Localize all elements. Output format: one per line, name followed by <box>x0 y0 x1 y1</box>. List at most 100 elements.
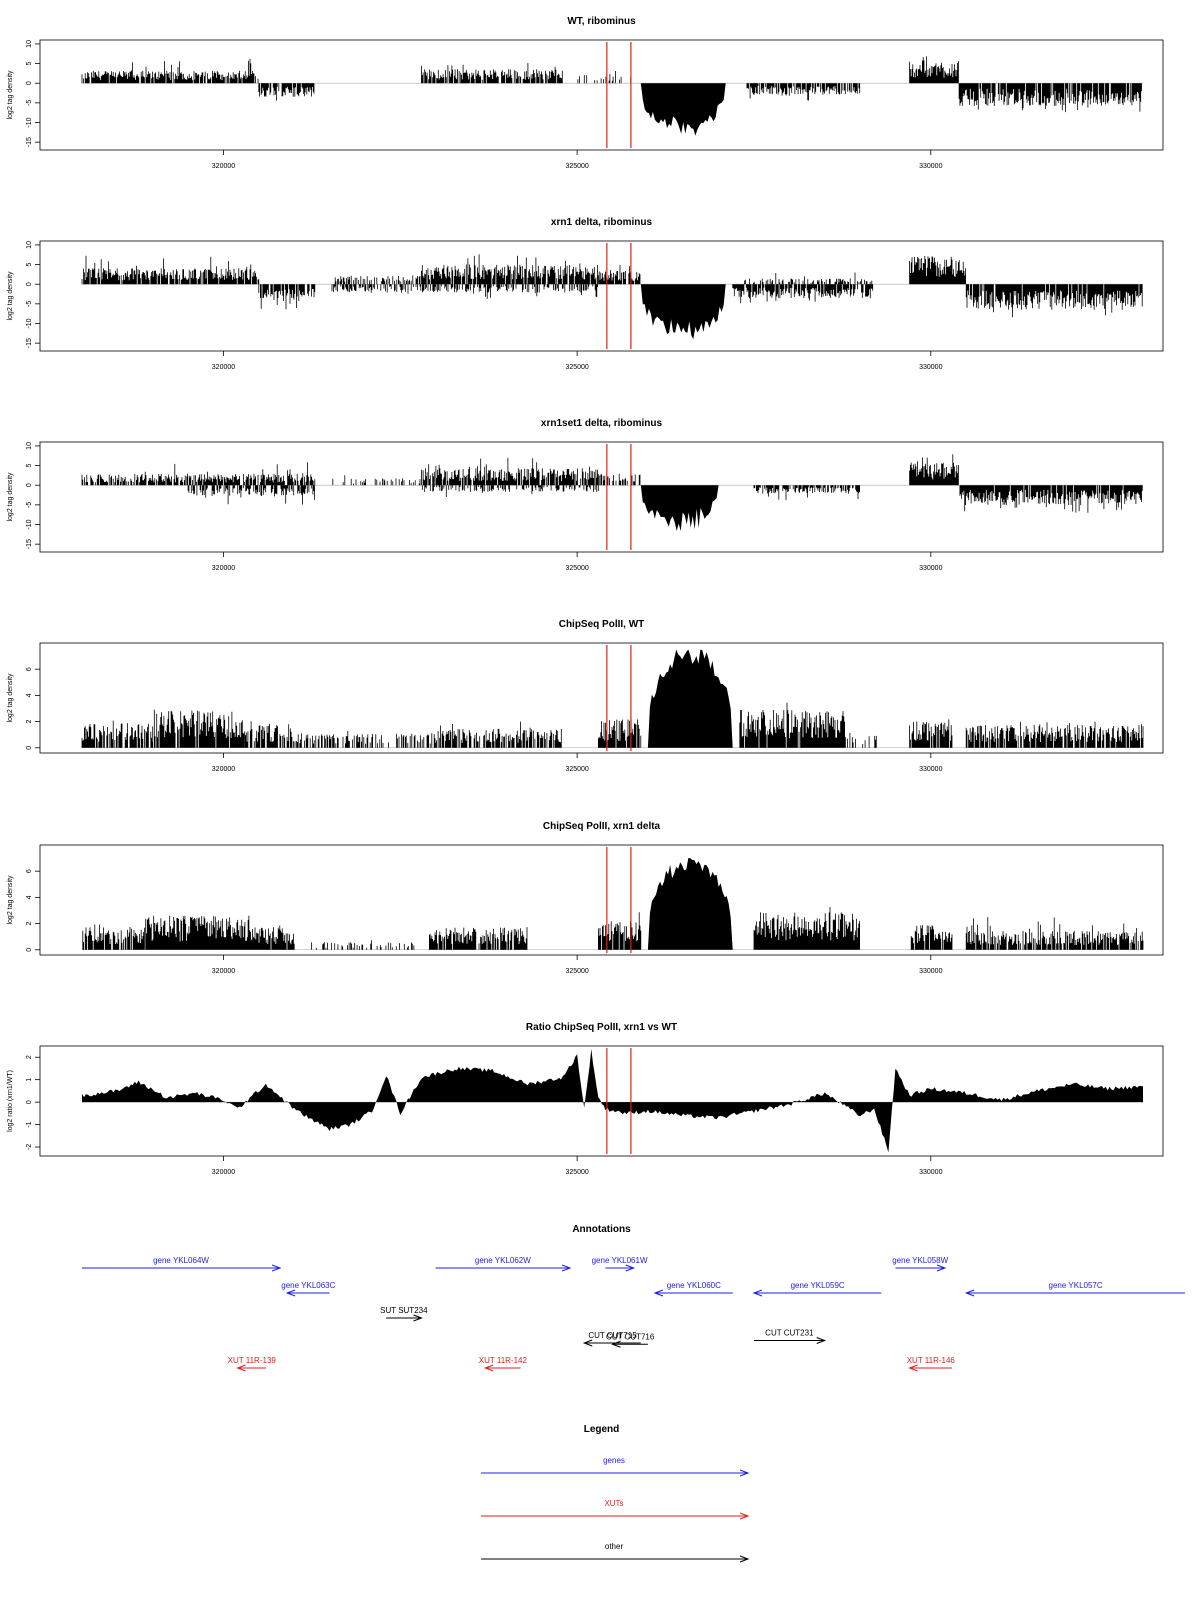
signal-bars <box>746 83 861 101</box>
segment-plus-325300 <box>598 473 641 486</box>
y-tick-label: 6 <box>26 869 33 873</box>
x-tick-label: 320000 <box>212 766 235 773</box>
segment-plus-330500 <box>965 721 1144 748</box>
arrow-head <box>816 1337 827 1344</box>
y-axis-label: log2 tag density <box>7 673 14 723</box>
x-tick-label: 325000 <box>565 766 588 773</box>
x-tick-label: 325000 <box>565 968 588 975</box>
signal-bars <box>258 284 316 310</box>
signal-bars <box>958 83 1142 113</box>
series-ratio <box>82 1048 1143 1153</box>
plot-frame <box>39 240 1164 352</box>
y-axis-label: log2 tag density <box>7 70 14 120</box>
feature-cut-cut716: CUT CUT716 <box>606 1332 655 1348</box>
y-tick-label: 0 <box>26 282 33 286</box>
segment-plus-318900 <box>145 915 252 950</box>
signal-bars <box>187 485 315 505</box>
x-tick-label: 330000 <box>919 968 942 975</box>
segment-plus-318000 <box>81 720 153 748</box>
arrow-head <box>582 1339 593 1347</box>
feature-label: CUT CUT715 <box>588 1331 637 1340</box>
arrow-head <box>236 1364 246 1372</box>
y-axis-label: log2 ratio (xrn1/WT) <box>7 1070 14 1132</box>
segment-minus-327500 <box>753 485 860 501</box>
signal-block <box>647 858 733 950</box>
y-tick-label: 0 <box>26 1100 33 1104</box>
signal-bars <box>421 254 599 285</box>
legend-label: genes <box>603 1456 625 1465</box>
signal-block <box>640 284 726 340</box>
series-wt-ribominus <box>81 56 1142 136</box>
x-axis: 320000 325000 330000 <box>212 351 943 371</box>
feature-cut-cut231: CUT CUT231 <box>753 1329 827 1344</box>
feature-label: gene YKL064W <box>153 1256 209 1265</box>
y-axis: 2 1 0 -1 -2 <box>26 1055 40 1150</box>
plot-frame <box>39 642 1164 754</box>
panel-title: ChipSeq PolII, xrn1 delta <box>543 821 661 832</box>
segment-plus-326000 <box>647 649 733 748</box>
segment-plus-329700 <box>909 256 966 285</box>
segment-plus-329700 <box>909 56 959 84</box>
arrow-head <box>285 1289 296 1297</box>
x-tick-label: 320000 <box>212 364 235 371</box>
segment-plus-322800 <box>421 63 563 84</box>
segment-plus-325300 <box>598 719 642 748</box>
feature-gene-ykl063c: gene YKL063C <box>281 1281 336 1297</box>
y-tick-label: 0 <box>26 483 33 487</box>
x-axis: 320000 325000 330000 <box>212 1156 943 1176</box>
segment-minus-330500 <box>965 284 1143 318</box>
signal-bars <box>244 721 294 748</box>
signal-bars <box>909 256 966 285</box>
feature-arrow <box>753 1337 827 1344</box>
segment-minus-325900 <box>640 284 726 340</box>
y-tick-label: -15 <box>26 338 33 348</box>
panel-title: WT, ribominus <box>567 16 636 27</box>
segment-plus-325300 <box>598 912 642 950</box>
signal-bars <box>334 275 421 285</box>
feature-arrow <box>752 1289 882 1297</box>
signal-bars <box>435 721 562 748</box>
y-tick-label: -2 <box>26 1144 33 1150</box>
x-tick-label: 330000 <box>919 565 942 572</box>
signal-bars <box>744 272 873 285</box>
legend-item-xuts: XUTs <box>481 1499 750 1520</box>
plot-frame <box>39 441 1164 553</box>
feature-gene-ykl059c: gene YKL059C <box>752 1281 882 1297</box>
x-axis: 320000 325000 330000 <box>212 552 943 572</box>
segment-minus-319500 <box>187 485 315 505</box>
segment-minus-330400 <box>958 83 1142 113</box>
feature-label: XUT 11R-139 <box>228 1356 277 1365</box>
signal-bars <box>331 284 598 299</box>
y-tick-label: -5 <box>26 502 33 508</box>
panel-title: ChipSeq PolII, WT <box>559 619 645 630</box>
y-tick-label: 5 <box>26 464 33 468</box>
arrow-head <box>271 1264 282 1272</box>
arrow-head <box>625 1264 636 1272</box>
y-axis-label: log2 tag density <box>7 875 14 925</box>
signal-bars <box>965 721 1144 748</box>
signal-bars <box>598 719 642 748</box>
segment-minus-320500 <box>258 284 316 310</box>
y-axis: 10 5 0 -5 -10 -15 <box>26 241 40 348</box>
segment-plus-327300 <box>744 272 873 285</box>
segment-minus-322800 <box>421 485 599 497</box>
segment-plus-318000 <box>82 924 145 950</box>
feature-arrow <box>483 1364 521 1372</box>
signal-bars <box>429 927 528 950</box>
y-tick-label: 10 <box>26 241 33 249</box>
signal-bars <box>81 58 259 84</box>
x-tick-label: 320000 <box>212 968 235 975</box>
feature-arrow <box>653 1289 733 1297</box>
feature-arrow <box>605 1264 636 1272</box>
segment-plus-325000 <box>577 71 632 84</box>
signal-bars <box>145 915 252 950</box>
signal-bars <box>910 925 953 950</box>
segment-minus-320500 <box>258 83 315 101</box>
feature-label: CUT CUT716 <box>606 1332 655 1341</box>
x-tick-label: 325000 <box>565 163 588 170</box>
panel-xrn1set1-ribominus: xrn1set1 delta, ribominus log2 tag densit… <box>7 418 1164 572</box>
x-axis: 320000 325000 330000 <box>212 955 943 975</box>
arrow-head <box>739 1512 750 1520</box>
feature-gene-ykl057c: gene YKL057C <box>964 1281 1185 1297</box>
